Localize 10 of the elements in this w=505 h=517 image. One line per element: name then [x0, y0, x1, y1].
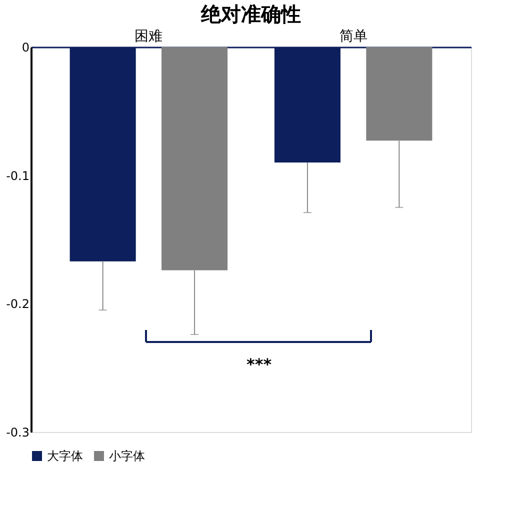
y-tick-label: 0: [22, 40, 30, 54]
annotation: ***: [246, 355, 272, 374]
x-tick-label: 困难: [134, 28, 163, 44]
legend-label: 大字体: [47, 449, 83, 463]
chart-title: 绝对准确性: [200, 2, 301, 26]
x-tick-label: 简单: [339, 28, 368, 44]
y-tick-label: -0.3: [6, 426, 30, 440]
legend-label: 小字体: [109, 449, 145, 463]
y-tick-label: -0.1: [6, 168, 30, 183]
y-tick-label: -0.2: [6, 297, 30, 312]
